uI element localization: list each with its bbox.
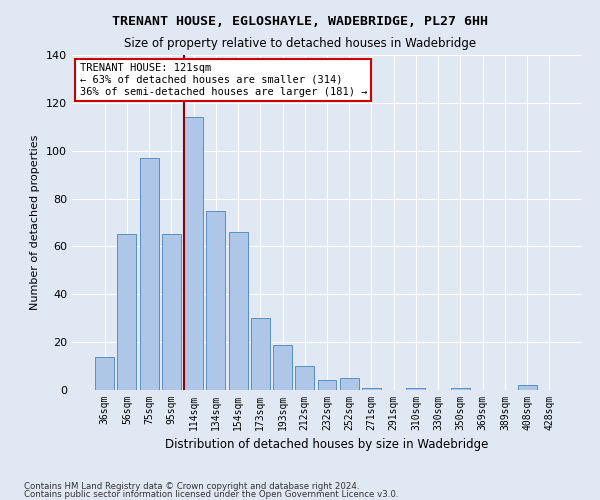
Text: Contains HM Land Registry data © Crown copyright and database right 2024.: Contains HM Land Registry data © Crown c… bbox=[24, 482, 359, 491]
Bar bbox=[273, 344, 292, 390]
Bar bbox=[518, 385, 536, 390]
Bar bbox=[95, 356, 114, 390]
Text: TRENANT HOUSE, EGLOSHAYLE, WADEBRIDGE, PL27 6HH: TRENANT HOUSE, EGLOSHAYLE, WADEBRIDGE, P… bbox=[112, 15, 488, 28]
Bar bbox=[317, 380, 337, 390]
Bar bbox=[229, 232, 248, 390]
Bar bbox=[362, 388, 381, 390]
Bar bbox=[251, 318, 270, 390]
Text: Contains public sector information licensed under the Open Government Licence v3: Contains public sector information licen… bbox=[24, 490, 398, 499]
Text: TRENANT HOUSE: 121sqm
← 63% of detached houses are smaller (314)
36% of semi-det: TRENANT HOUSE: 121sqm ← 63% of detached … bbox=[80, 64, 367, 96]
Text: Size of property relative to detached houses in Wadebridge: Size of property relative to detached ho… bbox=[124, 38, 476, 51]
Bar bbox=[118, 234, 136, 390]
Bar bbox=[295, 366, 314, 390]
Bar bbox=[406, 388, 425, 390]
Bar bbox=[451, 388, 470, 390]
X-axis label: Distribution of detached houses by size in Wadebridge: Distribution of detached houses by size … bbox=[166, 438, 488, 452]
Bar bbox=[140, 158, 158, 390]
Bar bbox=[184, 117, 203, 390]
Bar bbox=[162, 234, 181, 390]
Y-axis label: Number of detached properties: Number of detached properties bbox=[31, 135, 40, 310]
Bar bbox=[206, 210, 225, 390]
Bar bbox=[340, 378, 359, 390]
